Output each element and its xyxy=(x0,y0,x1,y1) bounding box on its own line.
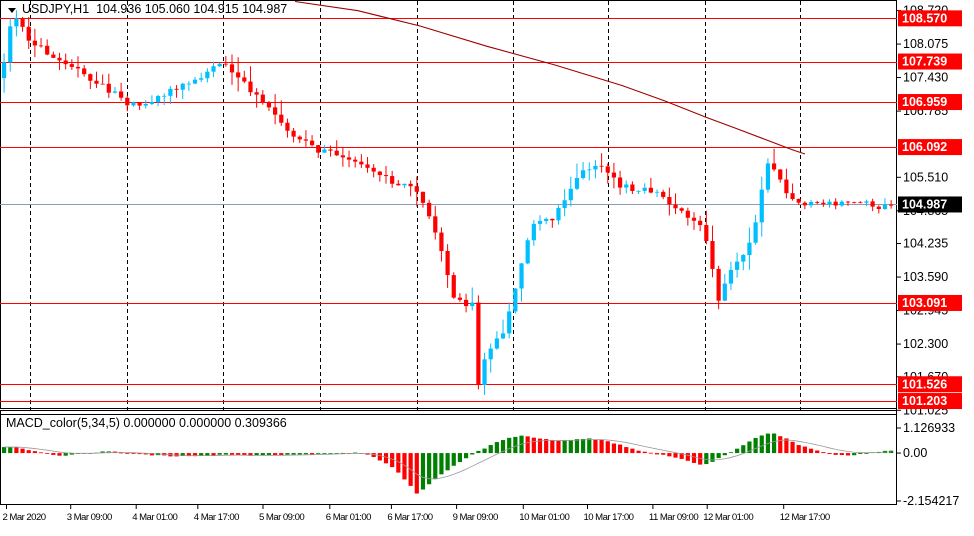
svg-text:103.590: 103.590 xyxy=(903,270,948,284)
svg-text:104.987: 104.987 xyxy=(902,197,947,211)
svg-text:106.959: 106.959 xyxy=(902,95,947,109)
svg-text:-2.154217: -2.154217 xyxy=(903,494,959,508)
svg-text:6 Mar 17:00: 6 Mar 17:00 xyxy=(387,512,432,523)
svg-text:USDJPY,H1 104.936 105.060 104: USDJPY,H1 104.936 105.060 104.915 104.98… xyxy=(22,2,287,16)
svg-text:106.092: 106.092 xyxy=(902,140,947,154)
svg-text:108.075: 108.075 xyxy=(903,37,948,51)
svg-text:107.430: 107.430 xyxy=(903,71,948,85)
svg-text:103.091: 103.091 xyxy=(902,296,947,310)
svg-text:12 Mar 17:00: 12 Mar 17:00 xyxy=(780,512,830,523)
svg-text:108.570: 108.570 xyxy=(902,11,947,25)
svg-text:3 Mar 09:00: 3 Mar 09:00 xyxy=(67,512,112,523)
svg-text:1.126933: 1.126933 xyxy=(903,421,955,435)
svg-text:10 Mar 01:00: 10 Mar 01:00 xyxy=(519,512,569,523)
svg-text:12 Mar 01:00: 12 Mar 01:00 xyxy=(703,512,753,523)
svg-text:9 Mar 09:00: 9 Mar 09:00 xyxy=(453,512,498,523)
svg-text:4 Mar 01:00: 4 Mar 01:00 xyxy=(132,512,177,523)
svg-text:0.00: 0.00 xyxy=(903,446,927,460)
svg-text:4 Mar 17:00: 4 Mar 17:00 xyxy=(194,512,239,523)
svg-text:105.510: 105.510 xyxy=(903,170,948,184)
svg-text:101.203: 101.203 xyxy=(902,394,947,408)
svg-text:10 Mar 17:00: 10 Mar 17:00 xyxy=(584,512,634,523)
svg-text:102.300: 102.300 xyxy=(903,337,948,351)
svg-text:107.739: 107.739 xyxy=(902,55,947,69)
svg-text:101.526: 101.526 xyxy=(902,377,947,391)
svg-text:5 Mar 09:00: 5 Mar 09:00 xyxy=(259,512,304,523)
svg-text:2 Mar 2020: 2 Mar 2020 xyxy=(3,512,46,523)
svg-text:MACD_color(5,34,5) 0.000000 0.: MACD_color(5,34,5) 0.000000 0.000000 0.3… xyxy=(6,416,287,430)
svg-text:11 Mar 09:00: 11 Mar 09:00 xyxy=(649,512,698,523)
svg-text:6 Mar 01:00: 6 Mar 01:00 xyxy=(326,512,371,523)
svg-text:104.235: 104.235 xyxy=(903,237,948,251)
